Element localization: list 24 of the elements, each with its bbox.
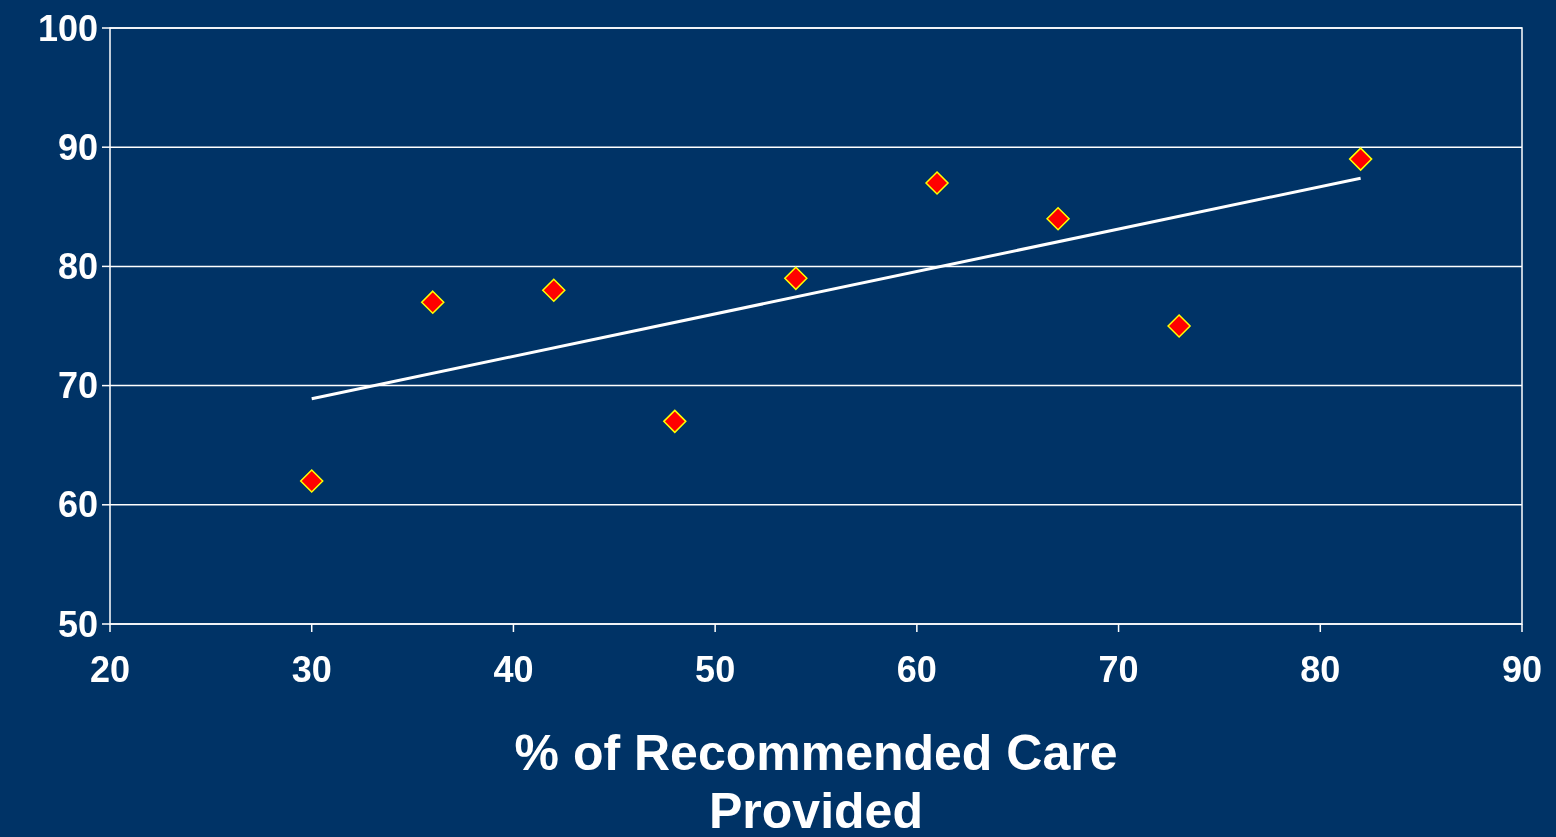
point — [925, 171, 949, 195]
point — [299, 469, 324, 493]
x-tick-label: 60 — [896, 649, 937, 690]
y-tick-label: 80 — [57, 246, 98, 287]
x-tick-label: 20 — [89, 649, 131, 690]
x-tick-label: 50 — [695, 649, 736, 690]
y-tick-label: 100 — [37, 7, 98, 49]
x-tick-label: 70 — [1098, 649, 1139, 690]
x-tick-label: 40 — [493, 649, 534, 690]
point — [1167, 314, 1191, 338]
x-tick-label: 30 — [291, 649, 332, 690]
point — [542, 278, 566, 302]
y-tick-label: 50 — [57, 603, 98, 645]
y-tick-label: 60 — [57, 484, 98, 526]
point — [1046, 206, 1070, 231]
y-tick-label: 70 — [57, 365, 98, 407]
point — [1348, 147, 1373, 171]
y-tick-label: 90 — [57, 126, 98, 168]
point — [784, 266, 808, 291]
point — [663, 409, 687, 434]
x-tick-label: 90 — [1501, 649, 1543, 690]
x-axis-title: % of Recommended Care Provided — [514, 725, 1118, 837]
point — [420, 290, 445, 314]
x-tick-label: 80 — [1300, 649, 1341, 690]
